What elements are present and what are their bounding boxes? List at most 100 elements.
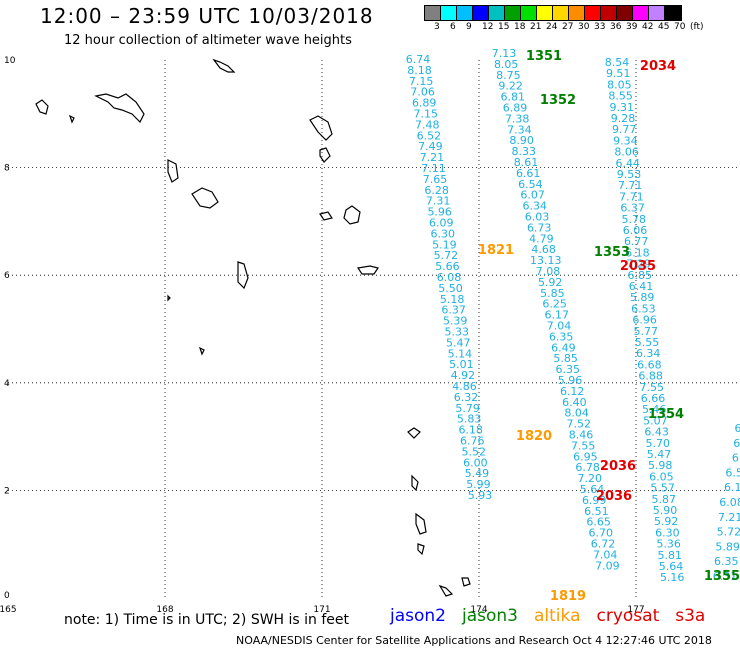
wave-height-value: 5.89 — [715, 540, 740, 553]
island-outline — [309, 115, 333, 141]
island-outline — [438, 584, 454, 597]
island-outline — [319, 211, 333, 221]
legend-jason3: jason3 — [462, 606, 518, 626]
wave-height-value: 7.71 — [619, 190, 644, 203]
pass-time-label: 1820 — [516, 429, 552, 444]
pass-time-label: 1355 — [704, 569, 740, 584]
wave-height-value: 7.29 — [626, 258, 651, 271]
wave-height-value: 7.38 — [505, 112, 530, 125]
island-outline — [35, 99, 49, 115]
wave-height-value: 6.25 — [542, 298, 567, 311]
colorbar-label: 24 — [546, 22, 558, 32]
wave-height-value: 6.68 — [637, 358, 662, 371]
wave-height-value: 6.73 — [527, 221, 552, 234]
wave-height-value: 6.34 — [523, 200, 548, 213]
wave-height-value: 5.07 — [643, 414, 668, 427]
wave-height-value: 6.76 — [460, 435, 485, 448]
colorbar-swatch — [537, 6, 553, 20]
pass-time-label: 1819 — [550, 589, 586, 604]
colorbar-label: 3 — [434, 22, 440, 32]
legend-jason2: jason2 — [390, 606, 446, 626]
y-tick-label: 6 — [4, 271, 10, 281]
x-tick-label: 171 — [313, 605, 330, 615]
wave-height-value: 5.78 — [622, 213, 647, 226]
wave-height-value: 6.35 — [714, 555, 739, 568]
colorbar-swatch — [521, 6, 537, 20]
colorbar-label: (ft) — [690, 22, 704, 32]
colorbar-label: 33 — [594, 22, 606, 32]
x-tick-label: 168 — [156, 605, 173, 615]
wave-height-value: 6.61 — [516, 167, 541, 180]
x-tick-label: 177 — [627, 605, 644, 615]
wave-height-value: 4.68 — [531, 243, 556, 256]
wave-height-value: 7.13 — [492, 47, 517, 60]
credit-line: NOAA/NESDIS Center for Satellite Applica… — [236, 634, 712, 647]
colorbar-label: 36 — [610, 22, 622, 32]
wave-height-value: 8.18 — [407, 64, 432, 77]
wave-height-value: 6.99 — [582, 494, 607, 507]
wave-height-colorbar — [424, 5, 682, 21]
pass-time-label: 2035 — [620, 259, 656, 274]
wave-height-value: 6.05 — [649, 470, 674, 483]
colorbar-swatch — [473, 6, 489, 20]
wave-height-value: 6.41 — [629, 280, 654, 293]
wave-height-value: 7.21 — [718, 511, 740, 524]
wave-height-value: 5.87 — [652, 493, 677, 506]
colorbar-swatch — [441, 6, 457, 20]
wave-height-value: 5.52 — [462, 445, 487, 458]
colorbar-swatch — [569, 6, 585, 20]
wave-height-value: 6.51 — [584, 505, 609, 518]
wave-height-value: 9.31 — [610, 101, 635, 114]
wave-height-value: 7.21 — [420, 151, 445, 164]
wave-height-value: 6.52 — [417, 129, 442, 142]
colorbar-label: 42 — [642, 22, 654, 32]
colorbar-swatch — [633, 6, 649, 20]
island-outline — [167, 294, 171, 302]
wave-height-value: 6.1 — [724, 481, 740, 494]
wave-height-value: 6.66 — [641, 392, 666, 405]
wave-height-value: 6.37 — [620, 202, 645, 215]
wave-height-value: 6.00 — [463, 456, 488, 469]
wave-height-value: 6.40 — [562, 396, 587, 409]
colorbar-label: 45 — [658, 22, 670, 32]
y-tick-label: 0 — [4, 591, 10, 601]
wave-height-value: 6.72 — [591, 538, 616, 551]
wave-height-value: 6.35 — [549, 330, 574, 343]
colorbar-swatch — [617, 6, 633, 20]
island-outlines — [35, 58, 471, 597]
colorbar-swatch — [585, 6, 601, 20]
colorbar-swatch — [457, 6, 473, 20]
wave-height-value: 6.53 — [631, 302, 656, 315]
wave-height-value: 5.72 — [717, 526, 740, 539]
wave-height-value: 7.11 — [421, 162, 446, 175]
wave-height-value: 6.89 — [503, 102, 528, 115]
wave-height-value: 5.72 — [434, 249, 459, 262]
wave-height-value: 8.06 — [614, 146, 639, 159]
wave-height-value: 5.36 — [656, 538, 681, 551]
wave-height-value: 6.06 — [623, 224, 648, 237]
island-outline — [319, 147, 331, 163]
colorbar-swatch — [665, 6, 681, 20]
wave-height-value: 6.18 — [458, 424, 483, 437]
wave-height-value: 9.51 — [606, 67, 631, 80]
wave-height-value: 5.16 — [660, 571, 685, 584]
wave-height-value: 6.77 — [624, 235, 649, 248]
wave-height-value: 6 — [733, 437, 740, 450]
wave-height-value: 8.75 — [496, 69, 521, 82]
wave-height-value: 8.33 — [512, 145, 537, 158]
wave-height-value: 6.65 — [586, 516, 611, 529]
chart-title: 12:00 – 23:59 UTC 10/03/2018 — [40, 4, 374, 28]
wave-height-value: 7.08 — [536, 265, 561, 278]
island-outline — [191, 187, 219, 209]
wave-height-value: 6.37 — [441, 304, 466, 317]
colorbar-label: 12 — [482, 22, 494, 32]
wave-height-value: 5.77 — [634, 325, 659, 338]
wave-height-value: 6.95 — [573, 450, 598, 463]
wave-height-value: 5.98 — [648, 459, 673, 472]
wave-height-value: 8.05 — [607, 78, 632, 91]
wave-height-value: 7.31 — [426, 195, 451, 208]
colorbar-swatch — [505, 6, 521, 20]
wave-height-value: 8.05 — [494, 58, 519, 71]
wave-height-value: 9.77 — [612, 123, 637, 136]
